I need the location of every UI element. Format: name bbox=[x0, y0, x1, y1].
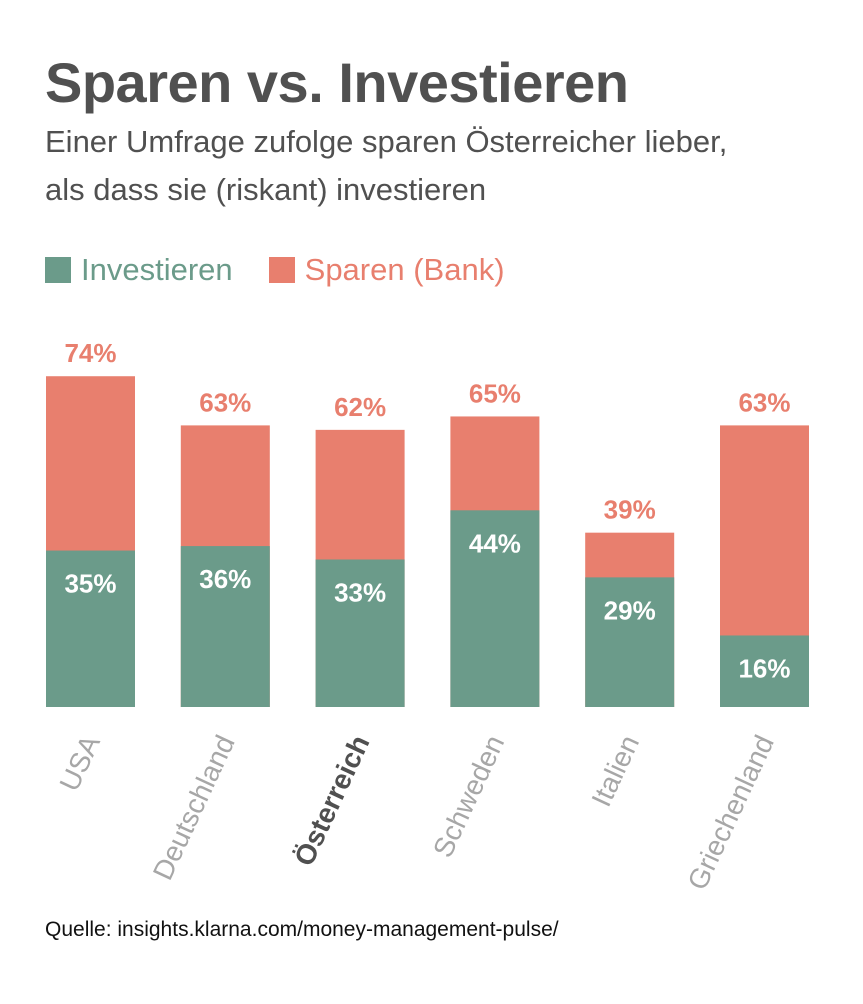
value-label-investieren-deutschland: 36% bbox=[199, 564, 251, 594]
value-label-sparen-griechenland: 63% bbox=[738, 387, 790, 417]
category-label--sterreich: Österreich bbox=[288, 730, 375, 870]
value-label-investieren--sterreich: 33% bbox=[334, 577, 386, 607]
subtitle-line-2: als dass sie (riskant) investieren bbox=[45, 172, 487, 207]
value-label-sparen-italien: 39% bbox=[604, 495, 656, 525]
chart-title: Sparen vs. Investieren bbox=[45, 51, 629, 114]
bar-investieren-usa bbox=[46, 550, 135, 707]
bar-investieren-italien bbox=[585, 577, 675, 707]
chart-legend: Investieren Sparen (Bank) bbox=[45, 250, 541, 290]
category-label-schweden: Schweden bbox=[427, 730, 510, 862]
value-label-sparen-deutschland: 63% bbox=[199, 387, 251, 417]
category-label-deutschland: Deutschland bbox=[147, 730, 241, 884]
category-label-italien: Italien bbox=[585, 730, 645, 811]
chart-subtitle: Einer Umfrage zufolge sparen Österreiche… bbox=[45, 118, 845, 214]
bar-investieren-griechenland bbox=[720, 635, 809, 707]
legend-item-investieren: Investieren bbox=[45, 252, 233, 288]
value-label-sparen-schweden: 65% bbox=[469, 378, 521, 408]
legend-label-sparen: Sparen (Bank) bbox=[304, 252, 505, 287]
category-label-usa: USA bbox=[54, 730, 107, 796]
value-label-investieren-schweden: 44% bbox=[469, 528, 521, 558]
legend-label-investieren: Investieren bbox=[81, 252, 233, 287]
bar-investieren--sterreich bbox=[315, 559, 405, 707]
value-label-sparen--sterreich: 62% bbox=[334, 392, 386, 422]
value-label-investieren-usa: 35% bbox=[64, 569, 116, 599]
legend-item-sparen: Sparen (Bank) bbox=[268, 252, 505, 288]
legend-swatch-sparen bbox=[268, 257, 295, 283]
bar-investieren-schweden bbox=[450, 510, 540, 707]
bar-investieren-deutschland bbox=[180, 546, 270, 707]
value-label-investieren-italien: 29% bbox=[604, 595, 656, 625]
value-label-sparen-usa: 74% bbox=[64, 338, 116, 368]
source-note: Quelle: insights.klarna.com/money-manage… bbox=[45, 918, 559, 941]
value-label-investieren-griechenland: 16% bbox=[738, 653, 790, 683]
category-label-griechenland: Griechenland bbox=[681, 730, 779, 894]
legend-swatch-investieren bbox=[45, 257, 71, 283]
subtitle-line-1: Einer Umfrage zufolge sparen Österreiche… bbox=[45, 124, 728, 159]
